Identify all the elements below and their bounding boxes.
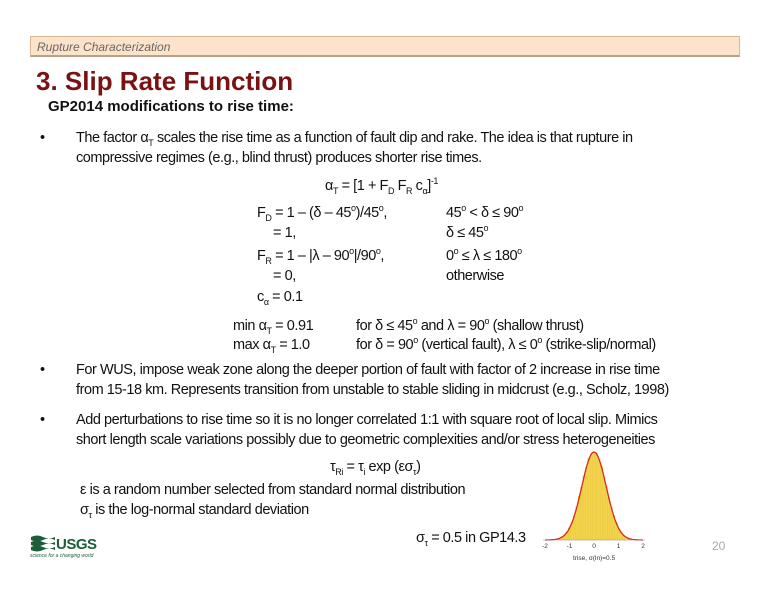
x-tick-label: 2 bbox=[641, 543, 645, 550]
sigma-description: στ is the log-normal standard deviation bbox=[80, 502, 309, 520]
bullet-marker: • bbox=[40, 362, 46, 378]
normal-curve bbox=[545, 451, 643, 541]
logo-tagline: science for a changing world bbox=[30, 553, 94, 559]
fr-equation-2: = 0, bbox=[273, 268, 296, 284]
c-alpha-equation: cα = 0.1 bbox=[257, 289, 303, 307]
histogram-bar bbox=[599, 465, 603, 541]
histogram-bar bbox=[602, 476, 606, 541]
x-tick-label: -1 bbox=[567, 543, 573, 550]
x-tick-label: 1 bbox=[617, 543, 621, 550]
histogram-bar bbox=[580, 487, 584, 541]
page-number: 20 bbox=[712, 539, 726, 553]
fd-condition-2: δ ≤ 45o bbox=[446, 223, 489, 241]
section-header-band: Rupture Characterization bbox=[30, 36, 740, 57]
histogram-bar bbox=[595, 453, 598, 541]
min-alpha: min αT = 0.91 bbox=[233, 318, 314, 336]
fr-equation: FR = 1 – |λ – 90o|/90o, bbox=[257, 246, 385, 266]
alpha-equation: αT = [1 + FD FR cα]-1 bbox=[325, 176, 438, 196]
fd-equation: FD = 1 – (δ – 45o)/45o, bbox=[257, 203, 387, 223]
histogram-bar bbox=[604, 486, 608, 541]
bullet-marker: • bbox=[40, 412, 46, 428]
bullet-marker: • bbox=[40, 130, 46, 146]
max-alpha: max αT = 1.0 bbox=[233, 337, 310, 355]
bullet-2-line-2: from 15-18 km. Represents transition fro… bbox=[76, 382, 669, 398]
subtitle: GP2014 modifications to rise time: bbox=[48, 98, 294, 115]
bullet-1-line-1: The factor αT scales the rise time as a … bbox=[76, 130, 633, 148]
epsilon-description: ε is a random number selected from stand… bbox=[80, 482, 466, 498]
x-tick-label: 0 bbox=[592, 543, 596, 550]
tau-equation: τRi = τi exp (εστ) bbox=[330, 459, 421, 477]
bullet-3-line-1: Add perturbations to rise time so it is … bbox=[76, 412, 658, 428]
min-alpha-condition: for δ ≤ 45o and λ = 90o (shallow thrust) bbox=[356, 316, 584, 334]
histogram-bar bbox=[590, 454, 593, 541]
fd-condition: 45o < δ ≤ 90o bbox=[446, 203, 524, 221]
histogram-bar bbox=[592, 451, 596, 541]
logo-wordmark: USGS bbox=[56, 536, 97, 552]
fd-equation-2: = 1, bbox=[273, 225, 296, 241]
page-title: 3. Slip Rate Function bbox=[36, 66, 294, 96]
usgs-logo: USGS bbox=[30, 532, 110, 557]
x-tick-label: -2 bbox=[542, 543, 548, 550]
section-label: Rupture Characterization bbox=[37, 40, 171, 54]
max-alpha-condition: for δ = 90o (vertical fault), λ ≤ 0o (st… bbox=[356, 335, 656, 353]
rise-time-histogram: -2 -1 0 1 2 trise, σ(ln)=0.5 bbox=[542, 451, 645, 562]
bullet-1-line-2: compressive regimes (e.g., blind thrust)… bbox=[76, 150, 482, 166]
bullet-3-line-2: short length scale variations possibly d… bbox=[76, 432, 655, 448]
sigma-value: στ = 0.5 in GP14.3 bbox=[416, 530, 526, 548]
histogram-bar bbox=[587, 458, 591, 541]
fr-condition-2: otherwise bbox=[446, 268, 505, 284]
x-axis-label: trise, σ(ln)=0.5 bbox=[573, 555, 616, 562]
histogram-bar bbox=[582, 475, 586, 541]
bullet-2-line-1: For WUS, impose weak zone along the deep… bbox=[76, 362, 660, 378]
histogram-bar bbox=[585, 466, 589, 541]
fr-condition: 0o ≤ λ ≤ 180o bbox=[446, 246, 522, 264]
histogram-bar bbox=[607, 497, 611, 541]
histogram-bar bbox=[597, 459, 601, 541]
